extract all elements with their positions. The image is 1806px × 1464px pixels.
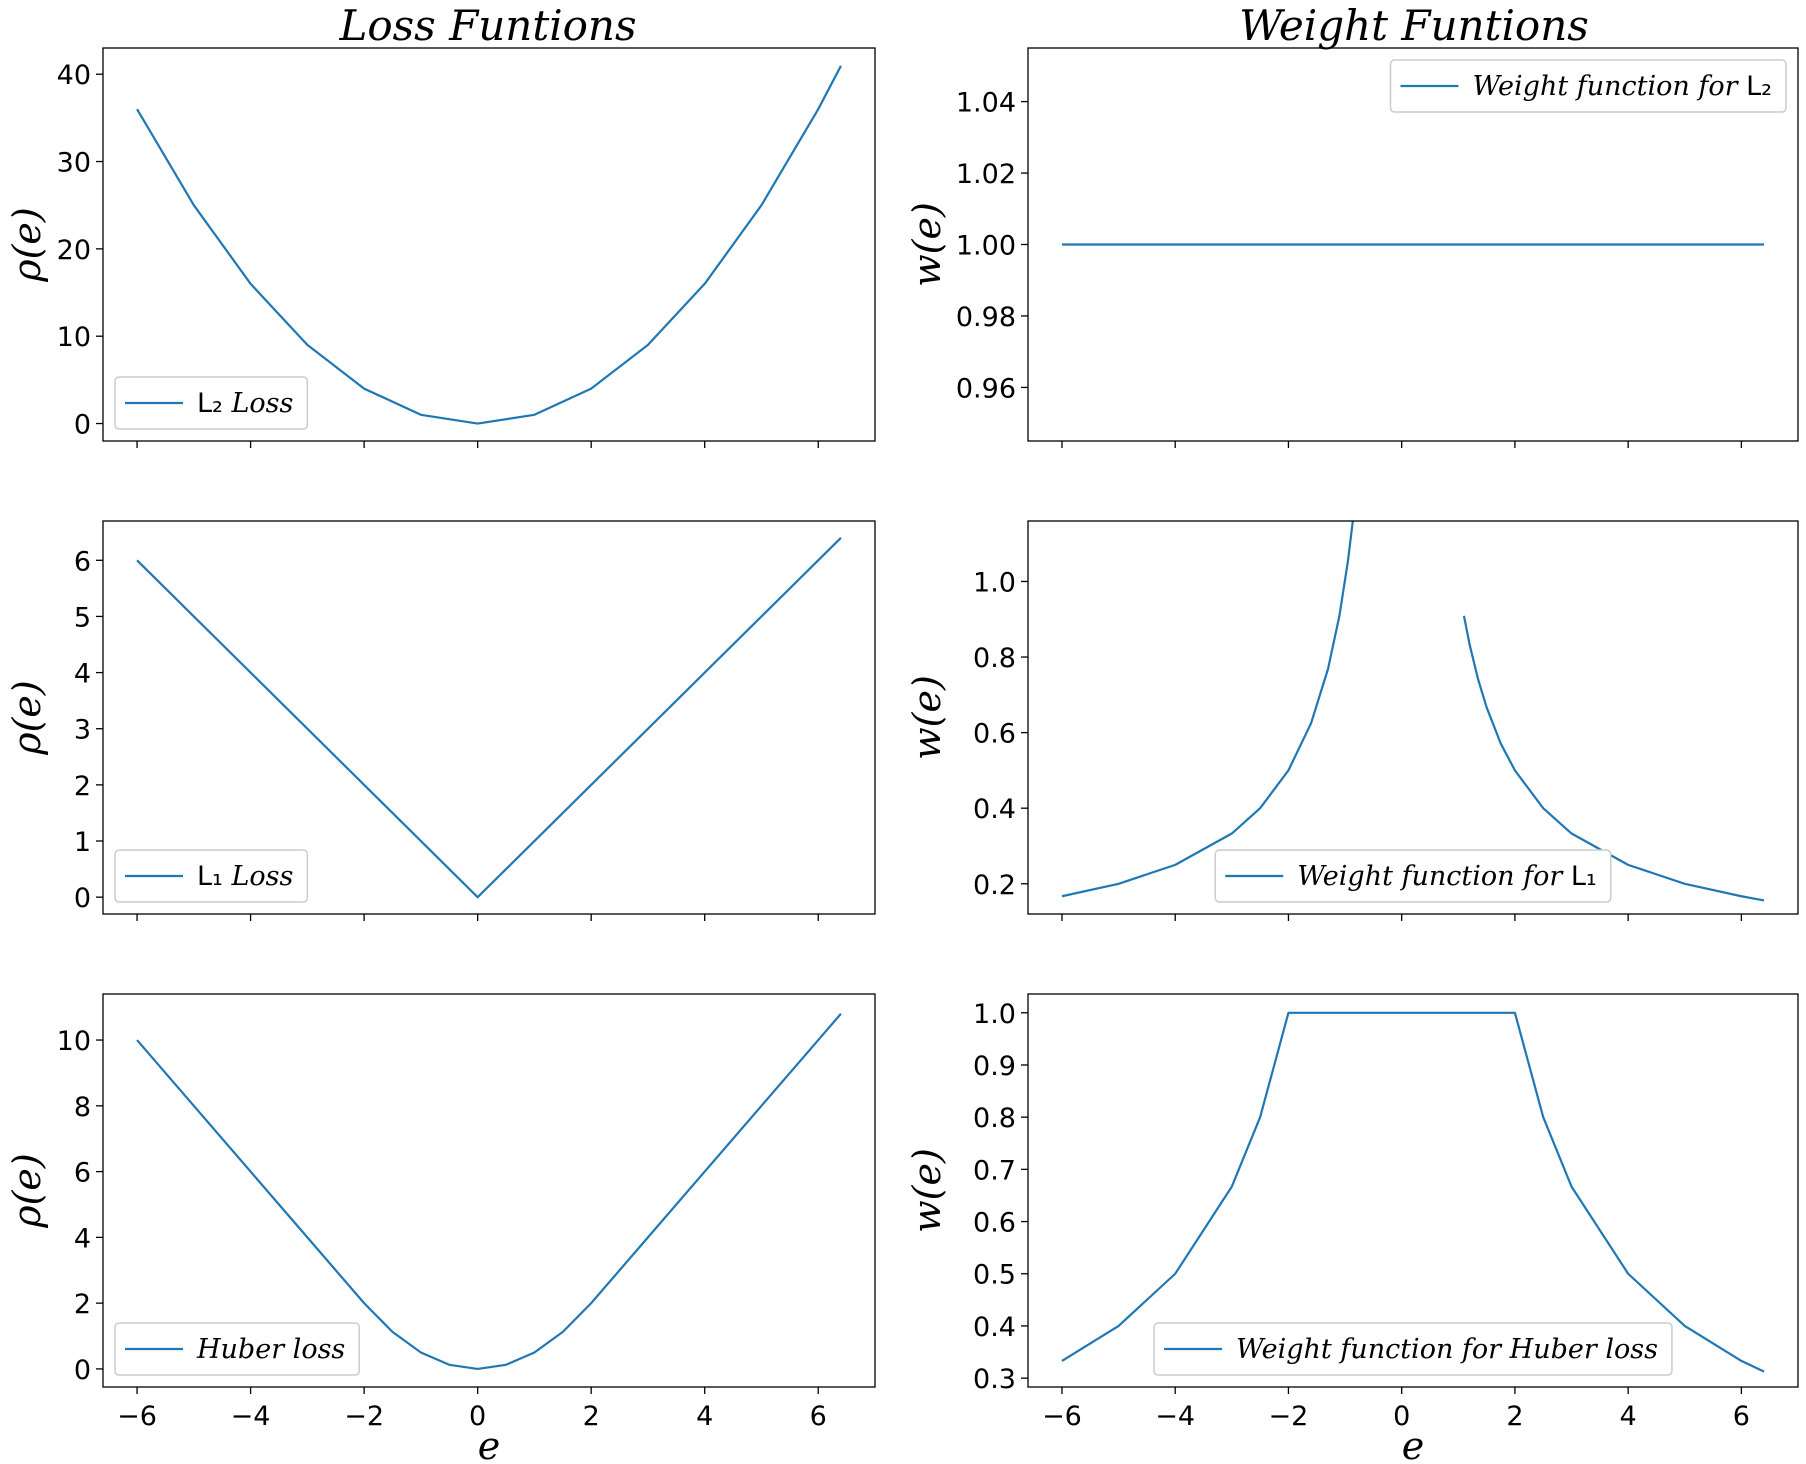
y-tick-label: 1.02 [956, 159, 1016, 190]
y-axis-label: w(e) [905, 202, 949, 287]
y-tick-label: 2 [74, 771, 91, 802]
legend: Huber loss [114, 1322, 361, 1376]
y-tick-label: 8 [74, 1092, 91, 1123]
plot-frame [102, 47, 876, 442]
y-tick-label: 3 [74, 715, 91, 746]
x-tick-label: −6 [117, 1401, 157, 1432]
y-axis-label: ρ(e) [5, 207, 49, 282]
y-tick-label: 30 [57, 148, 91, 179]
y-axis-label: w(e) [905, 1148, 949, 1233]
plot-frame [1027, 993, 1799, 1388]
series-line [136, 65, 842, 425]
x-tick-label: 6 [810, 1401, 827, 1432]
subplot-2-2: 0.2 0.4 0.6 0.8 1.0 w(e) Weight function for L… [905, 520, 1799, 921]
legend-label: Weight function for L₂ [1473, 71, 1773, 102]
y-tick-label: 0 [74, 883, 91, 914]
legend-label: Huber loss [196, 1334, 345, 1365]
subplot-1-1: 0 10 20 30 40 ρ(e) L₂ Loss [5, 47, 876, 448]
y-axis-label: w(e) [905, 675, 949, 760]
x-tick-label: −6 [1042, 1401, 1082, 1432]
y-tick-label: 0.8 [973, 1103, 1016, 1134]
series-line [1061, 1011, 1765, 1373]
y-tick-label: 20 [57, 235, 91, 266]
y-tick-label: 1 [74, 827, 91, 858]
legend-label: Weight function for Huber loss [1236, 1334, 1658, 1365]
y-tick-label: 1.0 [973, 567, 1016, 598]
y-axis-label: ρ(e) [5, 680, 49, 755]
x-tick-label: 2 [1506, 1401, 1523, 1432]
legend-box [114, 1322, 361, 1376]
series-line [136, 1013, 842, 1371]
plot-frame [102, 993, 876, 1388]
y-tick-label: 0.96 [956, 373, 1016, 404]
subplot-3-1: −6 −4 −2 0 2 4 6 0 2 4 6 8 10 ρ(e) e Huber loss [5, 993, 876, 1464]
legend-label: Weight function for L₁ [1297, 861, 1597, 892]
y-tick-label: 0.8 [973, 643, 1016, 674]
legend: L₁ Loss [114, 849, 309, 903]
legend-box [1214, 849, 1612, 903]
x-tick-label: 4 [1620, 1401, 1637, 1432]
y-tick-label: 5 [74, 602, 91, 633]
y-tick-label: 0.6 [973, 1208, 1016, 1239]
x-axis-label: e [1402, 1424, 1425, 1464]
y-tick-label: 0.7 [973, 1155, 1016, 1186]
x-tick-label: 0 [1393, 1401, 1410, 1432]
x-tick-label: 4 [696, 1401, 713, 1432]
y-tick-label: 0.2 [973, 870, 1016, 901]
y-tick-label: 6 [74, 546, 91, 577]
plot-frame [102, 520, 876, 915]
subplot-2-1: 0 1 2 3 4 5 6 ρ(e) L₁ Loss [5, 520, 876, 921]
y-tick-label: 10 [57, 322, 91, 353]
legend-label: L₁ Loss [197, 861, 293, 892]
x-tick-label: 2 [583, 1401, 600, 1432]
x-tick-label: 6 [1733, 1401, 1750, 1432]
legend-box [1153, 1322, 1673, 1376]
y-tick-label: 1.0 [973, 999, 1016, 1030]
x-tick-label: −4 [1155, 1401, 1195, 1432]
y-tick-label: 0.5 [973, 1260, 1016, 1291]
plot-frame [1027, 520, 1799, 915]
x-tick-label: −2 [344, 1401, 384, 1432]
y-tick-label: 4 [74, 1223, 91, 1254]
y-tick-label: 1.00 [956, 231, 1016, 262]
legend: L₂ Loss [114, 376, 309, 430]
x-axis-label: e [478, 1424, 501, 1464]
legend-box [1389, 59, 1787, 113]
legend-box [114, 376, 309, 430]
y-tick-label: 0.6 [973, 719, 1016, 750]
y-tick-label: 4 [74, 659, 91, 690]
legend-box [114, 849, 309, 903]
y-tick-label: 10 [57, 1026, 91, 1057]
legend: Weight function for L₁ [1214, 849, 1612, 903]
x-tick-label: −2 [1269, 1401, 1309, 1432]
x-tick-label: −4 [231, 1401, 271, 1432]
series-line [1061, 521, 1354, 898]
column-title-loss: Loss Funtions [338, 1, 636, 50]
subplot-1-2: 0.96 0.98 1.00 1.02 1.04 w(e) Weight function … [905, 47, 1799, 448]
subplot-3-2: −6 −4 −2 0 2 4 6 0.3 0.4 0.5 0.6 0.7 0.8 0.9 1.0 w(e) e W… [905, 993, 1799, 1464]
y-tick-label: 6 [74, 1158, 91, 1189]
y-tick-label: 0.4 [973, 794, 1016, 825]
y-tick-label: 0.3 [973, 1364, 1016, 1395]
y-tick-label: 0 [74, 1355, 91, 1386]
y-tick-label: 2 [74, 1289, 91, 1320]
y-axis-label: ρ(e) [5, 1153, 49, 1228]
x-tick-label: 0 [469, 1401, 486, 1432]
legend: Weight function for Huber loss [1153, 1322, 1673, 1376]
y-tick-label: 0.98 [956, 302, 1016, 333]
series-line [136, 537, 842, 899]
column-title-weight: Weight Funtions [1239, 1, 1589, 50]
y-tick-label: 0 [74, 410, 91, 441]
y-tick-label: 1.04 [956, 88, 1016, 119]
y-tick-label: 40 [57, 60, 91, 91]
legend: Weight function for L₂ [1389, 59, 1787, 113]
series-line [1462, 615, 1765, 902]
y-tick-label: 0.4 [973, 1312, 1016, 1343]
y-tick-label: 0.9 [973, 1051, 1016, 1082]
legend-label: L₂ Loss [197, 388, 293, 419]
